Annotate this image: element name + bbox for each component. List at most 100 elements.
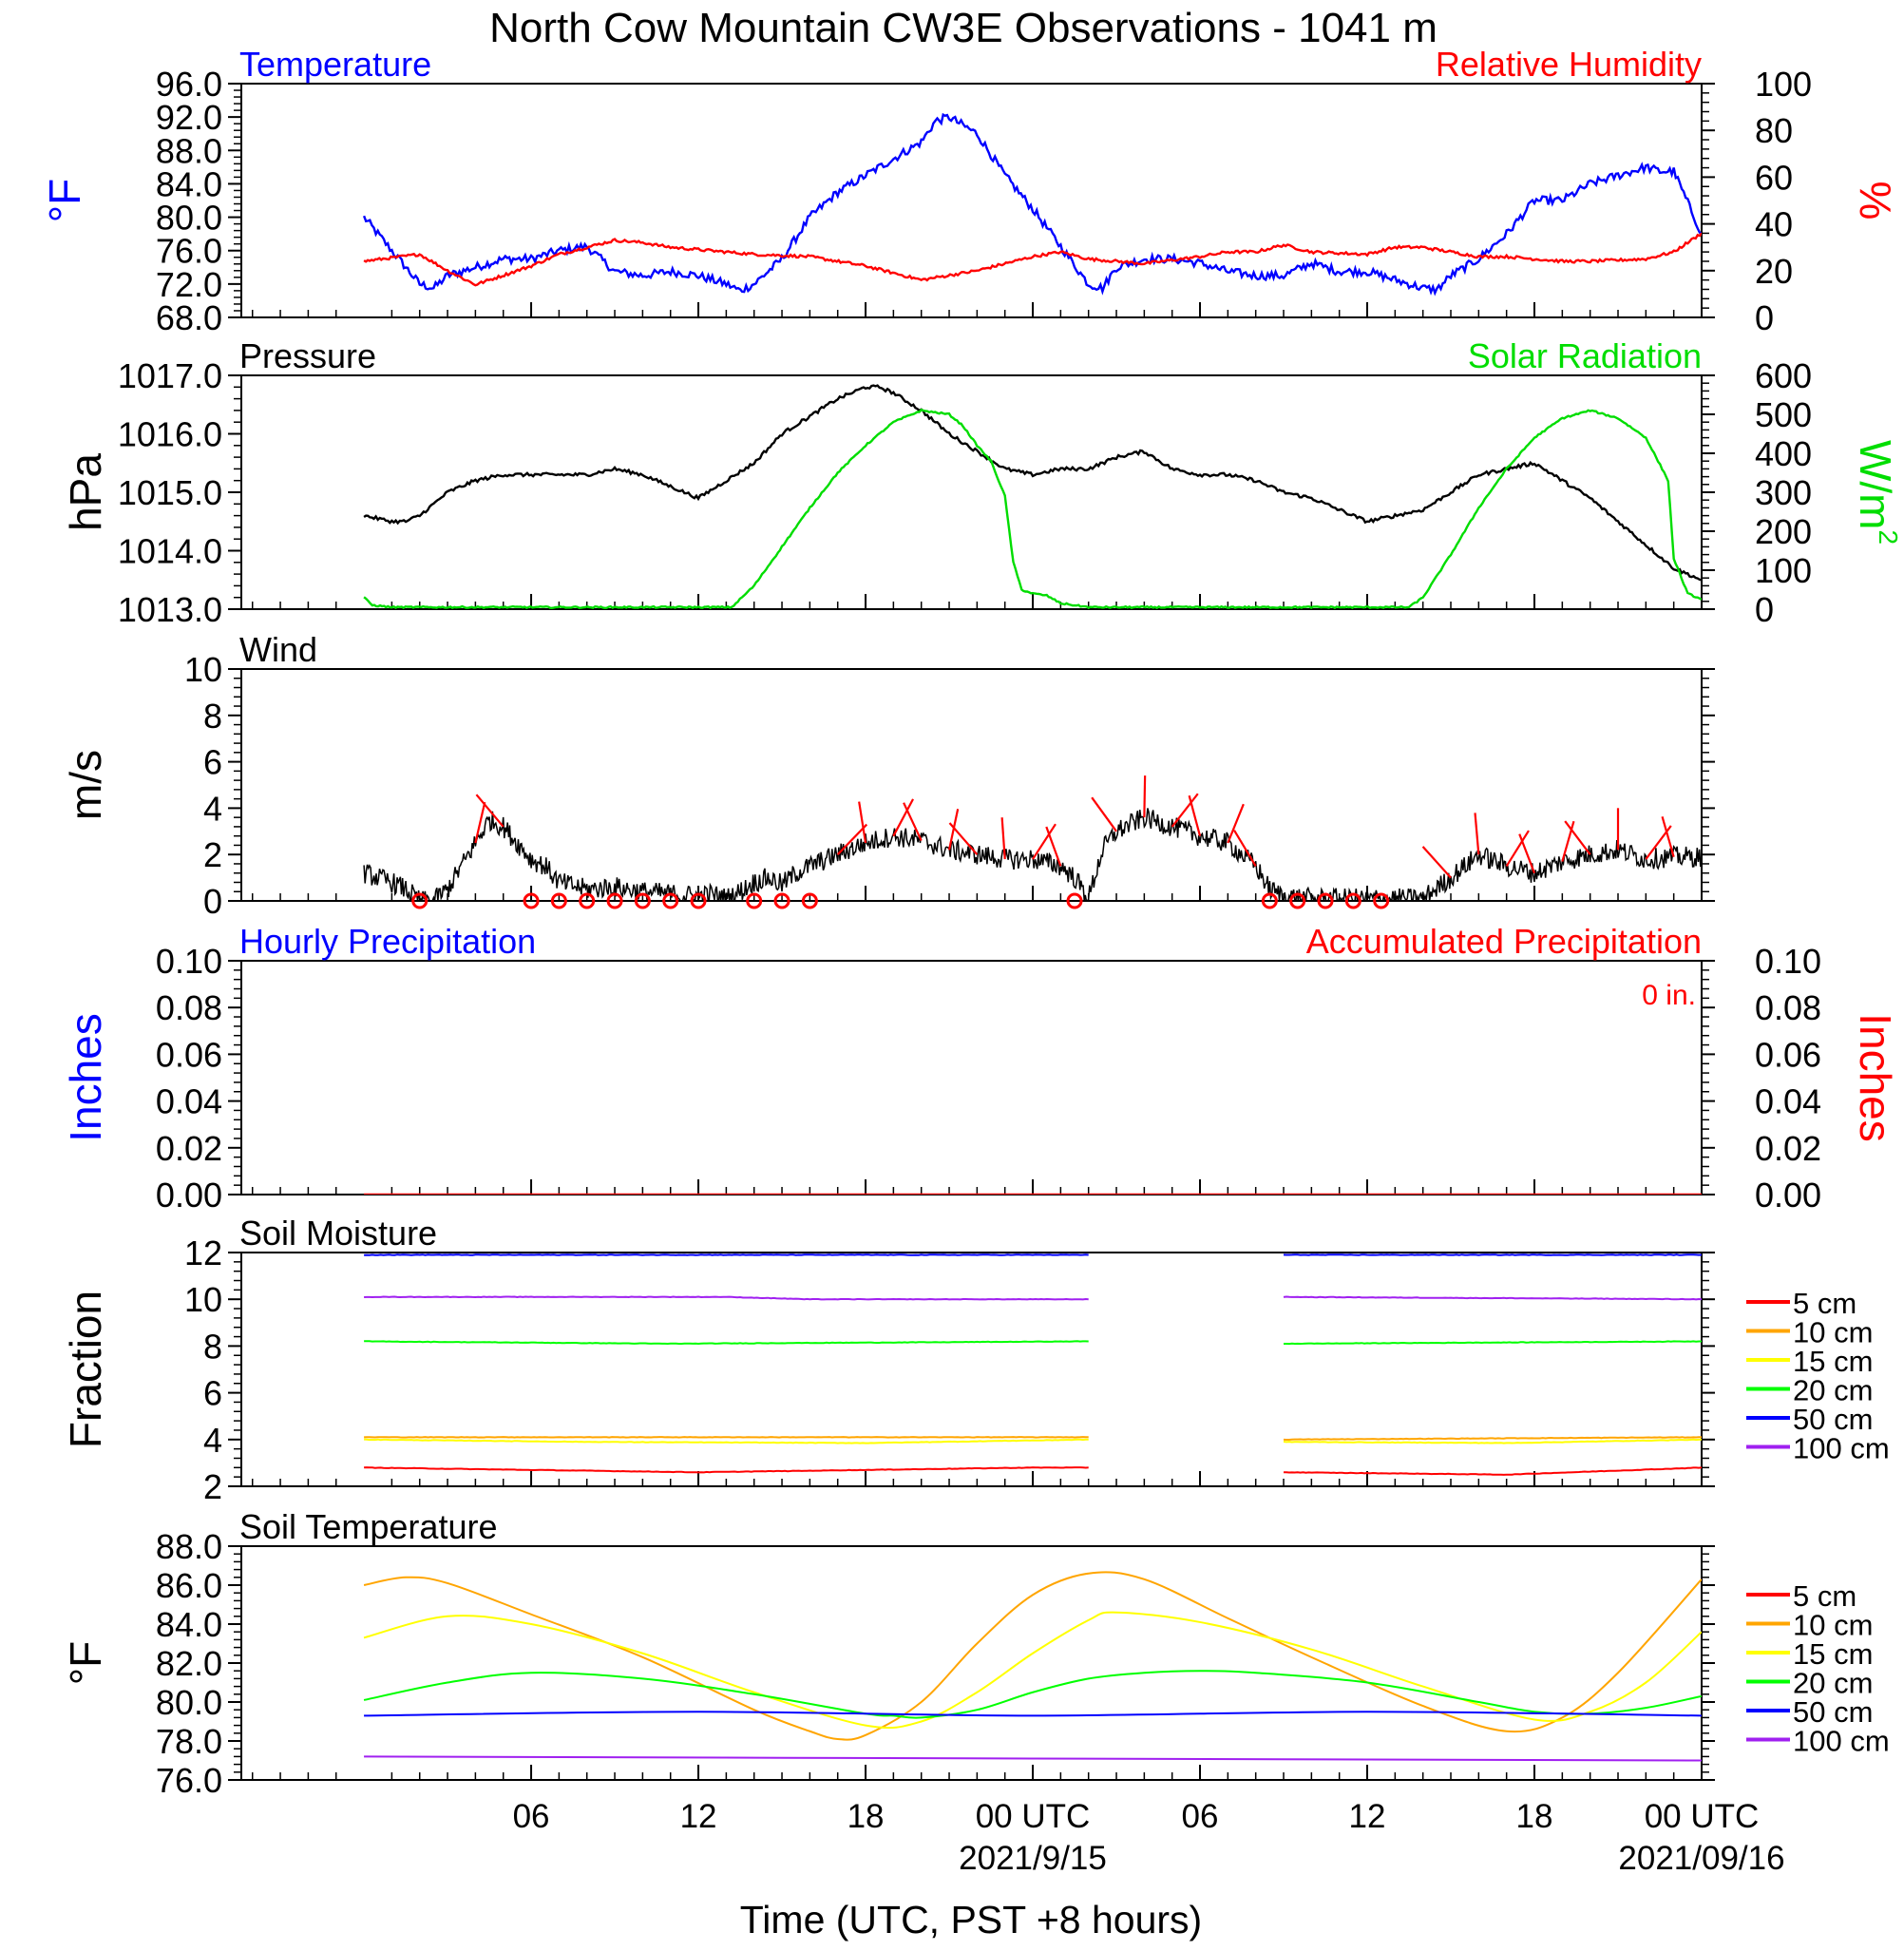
right-tick-label: 500 (1755, 395, 1812, 434)
left-tick-label: 76.0 (156, 1761, 222, 1800)
panel-title-right: Relative Humidity (1436, 45, 1702, 84)
left-tick-label: 10 (184, 650, 222, 689)
wind-barb (1032, 823, 1057, 860)
right-tick-label: 0.10 (1755, 942, 1821, 981)
wind-barb (948, 822, 979, 855)
calm-wind-marker (523, 892, 540, 909)
series-left-line (362, 112, 1702, 296)
left-tick-label: 82.0 (156, 1644, 222, 1683)
calm-wind-marker (690, 892, 707, 909)
calm-wind-marker (1289, 892, 1306, 909)
series-15-cm-line (1283, 1438, 1702, 1444)
legend-label: 100 cm (1793, 1725, 1890, 1758)
left-tick-label: 0.04 (156, 1082, 222, 1121)
left-axis-label: °F (61, 1641, 110, 1686)
series-group (363, 1571, 1702, 1762)
left-tick-label: 88.0 (156, 131, 222, 170)
x-tick-label: 00 UTC (1645, 1798, 1760, 1835)
legend-label: 5 cm (1793, 1579, 1856, 1613)
right-tick-label: 0 (1755, 590, 1774, 629)
legend-label: 20 cm (1793, 1667, 1873, 1700)
left-tick-label: 1013.0 (118, 590, 222, 629)
left-tick-label: 80.0 (156, 199, 222, 238)
calm-wind-marker (801, 892, 818, 909)
wind-barb (474, 801, 486, 844)
right-tick-label: 0.02 (1755, 1129, 1821, 1168)
plot-frame (240, 374, 1703, 610)
series-15-cm-line (363, 1611, 1702, 1730)
left-tick-label: 0 (203, 882, 222, 921)
left-tick-label: 6 (203, 1374, 222, 1413)
left-tick-label: 0.10 (156, 942, 222, 981)
left-tick-label: 2 (203, 1467, 222, 1506)
left-tick-label: 80.0 (156, 1683, 222, 1722)
left-tick-label: 1016.0 (118, 415, 222, 454)
series-10-cm-line (364, 1436, 1089, 1439)
x-axis-title: Time (UTC, PST +8 hours) (740, 1898, 1202, 1941)
right-tick-label: 100 (1755, 65, 1812, 104)
series-50-cm-line (364, 1253, 1089, 1256)
left-tick-label: 88.0 (156, 1527, 222, 1566)
panel-annotation: 0 in. (1642, 980, 1696, 1011)
wind-barb (1143, 775, 1147, 818)
left-tick-label: 1017.0 (118, 356, 222, 395)
right-tick-label: 20 (1755, 252, 1793, 291)
plot-frame (240, 668, 1703, 902)
figure-title: North Cow Mountain CW3E Observations - 1… (489, 5, 1438, 51)
plot-frame (240, 960, 1703, 1195)
right-tick-label: 0.04 (1755, 1082, 1821, 1121)
wind-barb (1564, 820, 1591, 855)
wind-barb (475, 794, 505, 828)
left-tick-label: 78.0 (156, 1722, 222, 1761)
calm-wind-marker (634, 892, 651, 909)
left-tick-label: 92.0 (156, 98, 222, 137)
legend-label: 5 cm (1793, 1287, 1856, 1320)
wind-barb (1661, 816, 1675, 857)
right-tick-label: 0.06 (1755, 1035, 1821, 1074)
wind-barb (947, 809, 960, 851)
left-tick-label: 10 (184, 1280, 222, 1319)
legend-label: 50 cm (1793, 1403, 1873, 1436)
series-right-line (363, 232, 1702, 287)
wind-barb (1171, 793, 1199, 828)
panel-title-left: Hourly Precipitation (239, 922, 536, 961)
legend-label: 10 cm (1793, 1316, 1873, 1349)
panel-title-left: Wind (239, 630, 317, 669)
left-tick-label: 84.0 (156, 1605, 222, 1644)
right-tick-label: 200 (1755, 512, 1812, 551)
legend-label: 15 cm (1793, 1637, 1873, 1671)
calm-wind-marker (1344, 892, 1361, 909)
panel-wind: 10 8 6 4 2 0 m/s Wind (61, 630, 1715, 921)
panel-pressure_solar: 1017.0 1016.0 1015.0 1014.0 1013.0 hPa 6005004… (61, 336, 1903, 629)
series-10-cm-line (1283, 1436, 1702, 1441)
series-100-cm-line (364, 1755, 1702, 1762)
panel-title-left: Soil Moisture (239, 1214, 437, 1253)
calm-wind-marker (411, 892, 428, 909)
calm-wind-marker (746, 892, 763, 909)
wind-barb (1233, 830, 1257, 867)
right-tick-label: 600 (1755, 356, 1812, 395)
calm-wind-marker (662, 892, 679, 909)
left-tick-label: 12 (184, 1234, 222, 1272)
left-tick-label: 68.0 (156, 298, 222, 337)
legend-label: 100 cm (1793, 1432, 1890, 1465)
wind-barb (1474, 813, 1480, 855)
left-tick-label: 96.0 (156, 65, 222, 104)
right-tick-label: 0 (1755, 298, 1774, 337)
x-tick-label: 12 (680, 1798, 717, 1835)
left-tick-label: 0.08 (156, 988, 222, 1027)
wind-barb (892, 798, 914, 837)
series-group (362, 112, 1702, 296)
left-axis-label: Inches (61, 1013, 110, 1142)
wind-barb (1421, 846, 1452, 879)
left-tick-label: 4 (203, 789, 222, 828)
series-15-cm-line (364, 1438, 1089, 1444)
panel-title-right: Accumulated Precipitation (1306, 922, 1702, 961)
legend-label: 15 cm (1793, 1345, 1873, 1378)
right-axis-label: W/m2 (1851, 440, 1903, 545)
right-tick-label: 40 (1755, 205, 1793, 244)
